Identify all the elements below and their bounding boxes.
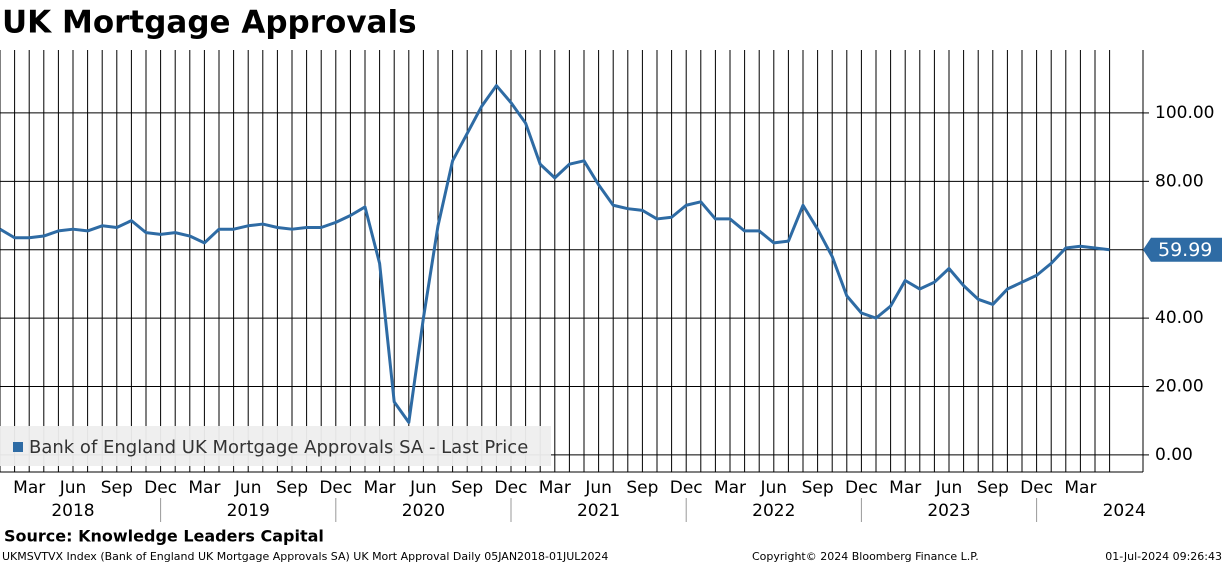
x-tick-label: Mar: [364, 478, 396, 498]
footer-copyright: Copyright© 2024 Bloomberg Finance L.P.: [752, 550, 979, 563]
year-label: 2024: [1103, 501, 1146, 521]
y-tick-label: 40.00: [1155, 308, 1204, 328]
x-tick-label: Jun: [584, 478, 612, 498]
source: Source: Knowledge Leaders Capital: [4, 527, 324, 546]
legend-swatch: [13, 442, 23, 452]
footer-left: UKMSVTVX Index (Bank of England UK Mortg…: [2, 550, 608, 563]
x-tick-label: Dec: [1020, 478, 1053, 498]
year-label: 2018: [51, 501, 94, 521]
x-tick-label: Mar: [13, 478, 45, 498]
y-tick-label: 20.00: [1155, 377, 1204, 397]
year-label: 2019: [227, 501, 270, 521]
year-label: 2020: [402, 501, 445, 521]
last-value-box: [1143, 237, 1222, 262]
x-tick-label: Dec: [845, 478, 878, 498]
x-tick-label: Jun: [760, 478, 788, 498]
x-tick-label: Sep: [977, 478, 1009, 498]
x-tick-label: Jun: [935, 478, 963, 498]
x-tick-label: Jun: [409, 478, 437, 498]
x-tick-label: Mar: [539, 478, 571, 498]
x-tick-label: Sep: [626, 478, 658, 498]
x-tick-label: Sep: [101, 478, 133, 498]
x-tick-label: Sep: [276, 478, 308, 498]
x-tick-label: Dec: [319, 478, 352, 498]
year-label: 2023: [927, 501, 970, 521]
chart-title: UK Mortgage Approvals: [2, 5, 417, 41]
y-tick-label: 0.00: [1155, 445, 1193, 465]
x-tick-label: Sep: [802, 478, 834, 498]
legend-box: [0, 426, 551, 466]
footer-date: 01-Jul-2024 09:26:43: [1105, 550, 1222, 563]
legend-label: Bank of England UK Mortgage Approvals SA…: [29, 437, 528, 458]
x-tick-label: Dec: [495, 478, 528, 498]
x-tick-label: Jun: [234, 478, 262, 498]
y-tick-label: 80.00: [1155, 171, 1204, 191]
x-tick-label: Mar: [714, 478, 746, 498]
year-label: 2022: [752, 501, 795, 521]
x-tick-label: Dec: [144, 478, 177, 498]
year-label: 2021: [577, 501, 620, 521]
x-tick-label: Sep: [451, 478, 483, 498]
x-tick-label: Dec: [670, 478, 703, 498]
line: [0, 84, 1110, 424]
x-tick-label: Mar: [188, 478, 220, 498]
x-tick-label: Mar: [889, 478, 921, 498]
x-tick-label: Jun: [59, 478, 87, 498]
last-value-label: 59.99: [1158, 239, 1212, 261]
x-tick-label: Mar: [1064, 478, 1096, 498]
y-tick-label: 100.00: [1155, 103, 1214, 123]
